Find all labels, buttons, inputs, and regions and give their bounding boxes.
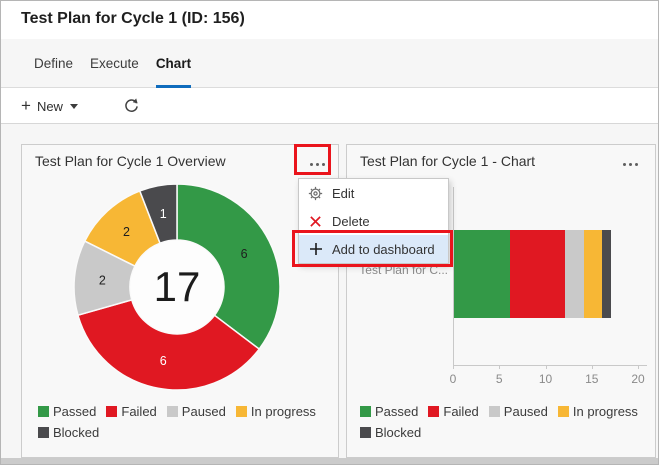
toolbar: + New <box>1 89 658 123</box>
x-tick <box>499 365 501 369</box>
legend-swatch <box>428 406 440 417</box>
refresh-icon <box>123 98 140 117</box>
donut-total-label: 17 <box>153 263 201 310</box>
toolbar-divider <box>1 123 658 124</box>
legend-label: Paused <box>503 404 548 419</box>
legend-swatch <box>38 427 49 438</box>
bar-segment-passed <box>454 230 510 318</box>
legend-label: In progress <box>572 404 638 419</box>
x-tick <box>453 365 454 369</box>
legend-label: Failed <box>121 404 157 419</box>
donut-segment-value: 6 <box>160 354 167 368</box>
gear-icon <box>307 186 324 201</box>
ellipsis-icon <box>309 162 313 166</box>
legend-item-in-progress: In progress <box>235 401 316 422</box>
bar-legend: Passed Failed Paused In progress Blocked <box>360 401 652 443</box>
overview-card-title: Test Plan for Cycle 1 Overview <box>35 153 226 169</box>
bar-category-label: Test Plan for C... <box>359 263 448 277</box>
donut-segment-value: 1 <box>160 207 167 221</box>
bar-segment-blocked <box>602 230 612 318</box>
x-tick-label: 10 <box>538 372 553 386</box>
bar-card-more-button[interactable] <box>615 153 645 175</box>
plus-icon: + <box>21 96 31 115</box>
x-tick-label: 0 <box>449 372 457 386</box>
legend-item-passed: Passed <box>38 401 96 422</box>
x-tick-label: 20 <box>631 372 645 386</box>
menu-item-add-to-dashboard[interactable]: Add to dashboard <box>299 235 448 263</box>
menu-item-label: Edit <box>332 185 355 201</box>
bar-segment-failed <box>509 230 565 318</box>
legend-item-paused: Paused <box>166 401 226 422</box>
donut-hole <box>130 240 224 334</box>
legend-label: Paused <box>181 404 226 419</box>
bar-y-axis <box>453 187 454 365</box>
plus-icon <box>307 242 324 256</box>
x-tick <box>591 365 593 369</box>
menu-item-label: Delete <box>332 213 370 229</box>
page-header: Test Plan for Cycle 1 (ID: 156) <box>1 1 658 39</box>
overview-card-more-button[interactable] <box>302 153 332 175</box>
overview-legend: Passed Failed Paused In progress Blocked <box>38 401 330 443</box>
menu-item-delete[interactable]: Delete <box>299 207 448 235</box>
legend-swatch <box>38 406 49 417</box>
legend-item-passed: Passed <box>360 401 418 422</box>
tab-define[interactable]: Define <box>34 55 74 71</box>
tab-bar: Define Execute Chart <box>1 39 658 88</box>
context-menu: Edit Delete Add to dashboard <box>298 178 449 264</box>
legend-swatch <box>360 427 371 438</box>
chevron-down-icon <box>69 103 78 109</box>
legend-swatch <box>106 406 118 417</box>
x-tick-label: 5 <box>495 372 503 386</box>
menu-item-edit[interactable]: Edit <box>299 179 448 207</box>
bar-segment-in-progress <box>583 230 602 318</box>
refresh-button[interactable] <box>123 97 140 115</box>
legend-item-in-progress: In progress <box>557 401 638 422</box>
legend-label: Passed <box>53 404 97 419</box>
legend-label: In progress <box>250 404 316 419</box>
donut-segment-blocked <box>138 183 178 245</box>
tab-execute[interactable]: Execute <box>90 55 139 71</box>
legend-label: Blocked <box>53 425 100 440</box>
legend-swatch <box>166 406 178 417</box>
new-button-label: New <box>36 98 63 114</box>
new-button[interactable]: + New <box>21 96 78 115</box>
legend-item-blocked: Blocked <box>360 422 421 443</box>
x-tick <box>638 365 639 369</box>
page-title: Test Plan for Cycle 1 (ID: 156) <box>21 10 245 27</box>
donut-segment-passed <box>176 183 281 351</box>
legend-label: Failed <box>443 404 479 419</box>
donut-chart: 6 6 2 2 1 <box>73 183 281 391</box>
legend-swatch <box>360 406 371 417</box>
legend-swatch <box>488 406 500 417</box>
donut-segment-value: 2 <box>123 225 130 239</box>
legend-label: Passed <box>375 404 419 419</box>
x-tick-label: 15 <box>585 372 599 386</box>
legend-item-failed: Failed <box>106 401 157 422</box>
menu-item-label: Add to dashboard <box>332 241 435 257</box>
donut-segment-value: 2 <box>99 274 106 288</box>
legend-swatch <box>557 406 569 417</box>
legend-item-blocked: Blocked <box>38 422 99 443</box>
legend-item-paused: Paused <box>488 401 548 422</box>
tab-chart[interactable]: Chart <box>155 39 192 88</box>
bar-x-axis <box>453 365 647 366</box>
x-tick <box>545 365 547 369</box>
legend-label: Blocked <box>375 425 422 440</box>
legend-item-failed: Failed <box>428 401 479 422</box>
ellipsis-icon <box>622 162 626 166</box>
bar-card-title: Test Plan for Cycle 1 - Chart <box>360 153 536 169</box>
x-icon <box>307 215 324 228</box>
bar-segment-paused <box>565 230 584 318</box>
window-bottom-edge <box>1 458 658 464</box>
legend-swatch <box>235 406 247 417</box>
donut-segment-failed <box>77 298 261 391</box>
donut-segment-value: 6 <box>241 247 248 261</box>
